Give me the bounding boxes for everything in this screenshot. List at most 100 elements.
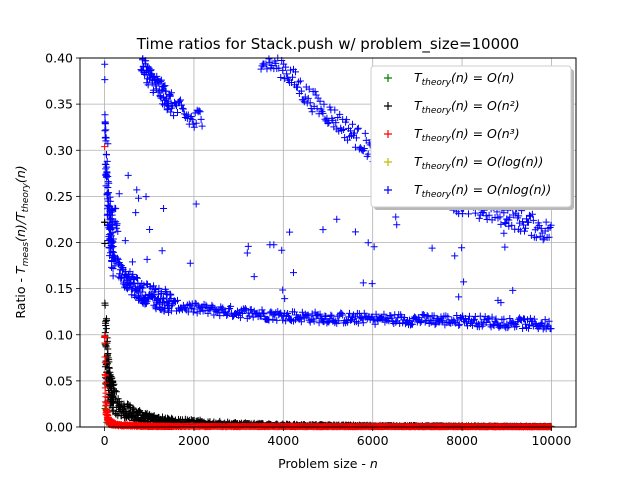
data-point-onlogn <box>171 297 179 305</box>
data-point-onlogn <box>250 273 258 281</box>
data-point-onlogn <box>107 206 115 214</box>
data-point-onlogn <box>105 179 113 187</box>
data-point-onlogn <box>152 305 160 313</box>
data-point-onlogn <box>189 308 197 316</box>
data-point-onlogn <box>282 317 290 325</box>
data-point-onlogn <box>360 144 368 152</box>
data-point-onlogn <box>339 311 347 319</box>
data-point-onlogn <box>455 293 463 301</box>
y-tick-label: 0.30 <box>45 143 73 158</box>
data-point-onlogn <box>370 243 378 251</box>
data-point-onlogn <box>392 318 400 326</box>
data-point-onlogn <box>150 282 158 290</box>
data-point-onlogn <box>192 200 200 208</box>
data-point-onlogn <box>325 318 333 326</box>
x-tick-label: 2000 <box>178 433 210 448</box>
data-point-onlogn <box>485 315 493 323</box>
data-point-on2 <box>129 404 137 412</box>
data-point-onlogn <box>528 210 536 218</box>
data-point-onlogn <box>116 270 124 278</box>
data-point-onlogn <box>140 281 148 289</box>
data-point-onlogn <box>532 234 540 242</box>
y-tick-label: 0.40 <box>45 51 73 66</box>
data-point-onlogn <box>506 213 514 221</box>
data-point-onlogn <box>401 314 409 322</box>
data-point-onlogn <box>278 246 286 254</box>
data-point-onlogn <box>432 319 440 327</box>
data-point-onlogn <box>138 288 146 296</box>
data-point-onlogn <box>311 88 319 96</box>
data-point-onlogn <box>517 316 525 324</box>
data-point-onlogn <box>462 315 470 323</box>
data-point-onlogn <box>368 280 376 288</box>
data-point-onlogn <box>258 306 266 314</box>
data-point-onlogn <box>177 101 185 109</box>
data-point-onlogn <box>338 310 346 318</box>
data-point-onlogn <box>431 321 439 329</box>
data-point-onlogn <box>497 299 505 307</box>
data-point-on2 <box>111 387 119 395</box>
data-point-onlogn <box>186 259 194 267</box>
data-point-onlogn <box>208 301 216 309</box>
y-tick-label: 0.25 <box>45 189 73 204</box>
data-point-onlogn <box>534 219 542 227</box>
data-point-onlogn <box>105 189 113 197</box>
data-point-on2 <box>136 407 144 415</box>
data-point-onlogn <box>497 220 505 228</box>
data-point-onlogn <box>396 320 404 328</box>
data-point-onlogn <box>282 63 290 71</box>
data-point-onlogn <box>458 244 466 252</box>
data-point-onlogn <box>102 126 110 134</box>
data-point-onlogn <box>439 317 447 325</box>
data-point-onlogn <box>103 157 111 165</box>
y-tick-label: 0.35 <box>45 97 73 112</box>
data-point-onlogn <box>151 303 159 311</box>
data-point-onlogn <box>243 249 251 257</box>
data-point-onlogn <box>475 323 483 331</box>
data-point-onlogn <box>308 108 316 116</box>
data-point-on2 <box>105 364 113 372</box>
data-point-onlogn <box>189 120 197 128</box>
data-point-onlogn <box>277 74 285 82</box>
legend-entry-on2: Ttheory(n) = O(n²) <box>384 98 520 116</box>
data-point-onlogn <box>525 321 533 329</box>
data-point-onlogn <box>129 270 137 278</box>
data-point-onlogn <box>141 71 149 79</box>
data-point-onlogn <box>257 65 265 73</box>
data-point-onlogn <box>464 316 472 324</box>
data-point-onlogn <box>179 105 187 113</box>
data-point-onlogn <box>152 286 160 294</box>
data-point-on2 <box>101 240 109 248</box>
data-point-onlogn <box>101 127 109 135</box>
x-tick-label: 6000 <box>357 433 389 448</box>
data-point-onlogn <box>408 320 416 328</box>
data-point-onlogn <box>346 309 354 317</box>
data-point-onlogn <box>419 311 427 319</box>
data-point-onlogn <box>210 311 218 319</box>
data-point-onlogn <box>336 110 344 118</box>
data-point-onlogn <box>316 97 324 105</box>
x-tick-label: 0 <box>101 433 109 448</box>
data-point-onlogn <box>289 73 297 81</box>
data-point-onlogn <box>128 258 136 266</box>
data-point-onlogn <box>508 221 516 229</box>
data-point-onlogn <box>146 225 154 233</box>
data-point-onlogn <box>516 219 524 227</box>
data-point-onlogn <box>351 228 359 236</box>
data-point-onlogn <box>133 186 141 194</box>
data-point-onlogn <box>263 65 271 73</box>
data-point-onlogn <box>406 316 414 324</box>
data-point-onlogn <box>359 279 367 287</box>
data-point-onlogn <box>128 291 136 299</box>
data-point-on2 <box>112 388 120 396</box>
data-point-onlogn <box>281 75 289 83</box>
data-point-onlogn <box>547 325 555 333</box>
legend-entry-onlogn: Ttheory(n) = O(nlog(n)) <box>384 182 551 200</box>
data-point-onlogn <box>162 87 170 95</box>
data-point-onlogn <box>111 262 119 270</box>
data-point-onlogn <box>102 151 110 159</box>
data-point-onlogn <box>198 122 206 130</box>
data-point-onlogn <box>504 324 512 332</box>
data-point-onlogn <box>369 316 377 324</box>
data-point-onlogn <box>132 274 140 282</box>
